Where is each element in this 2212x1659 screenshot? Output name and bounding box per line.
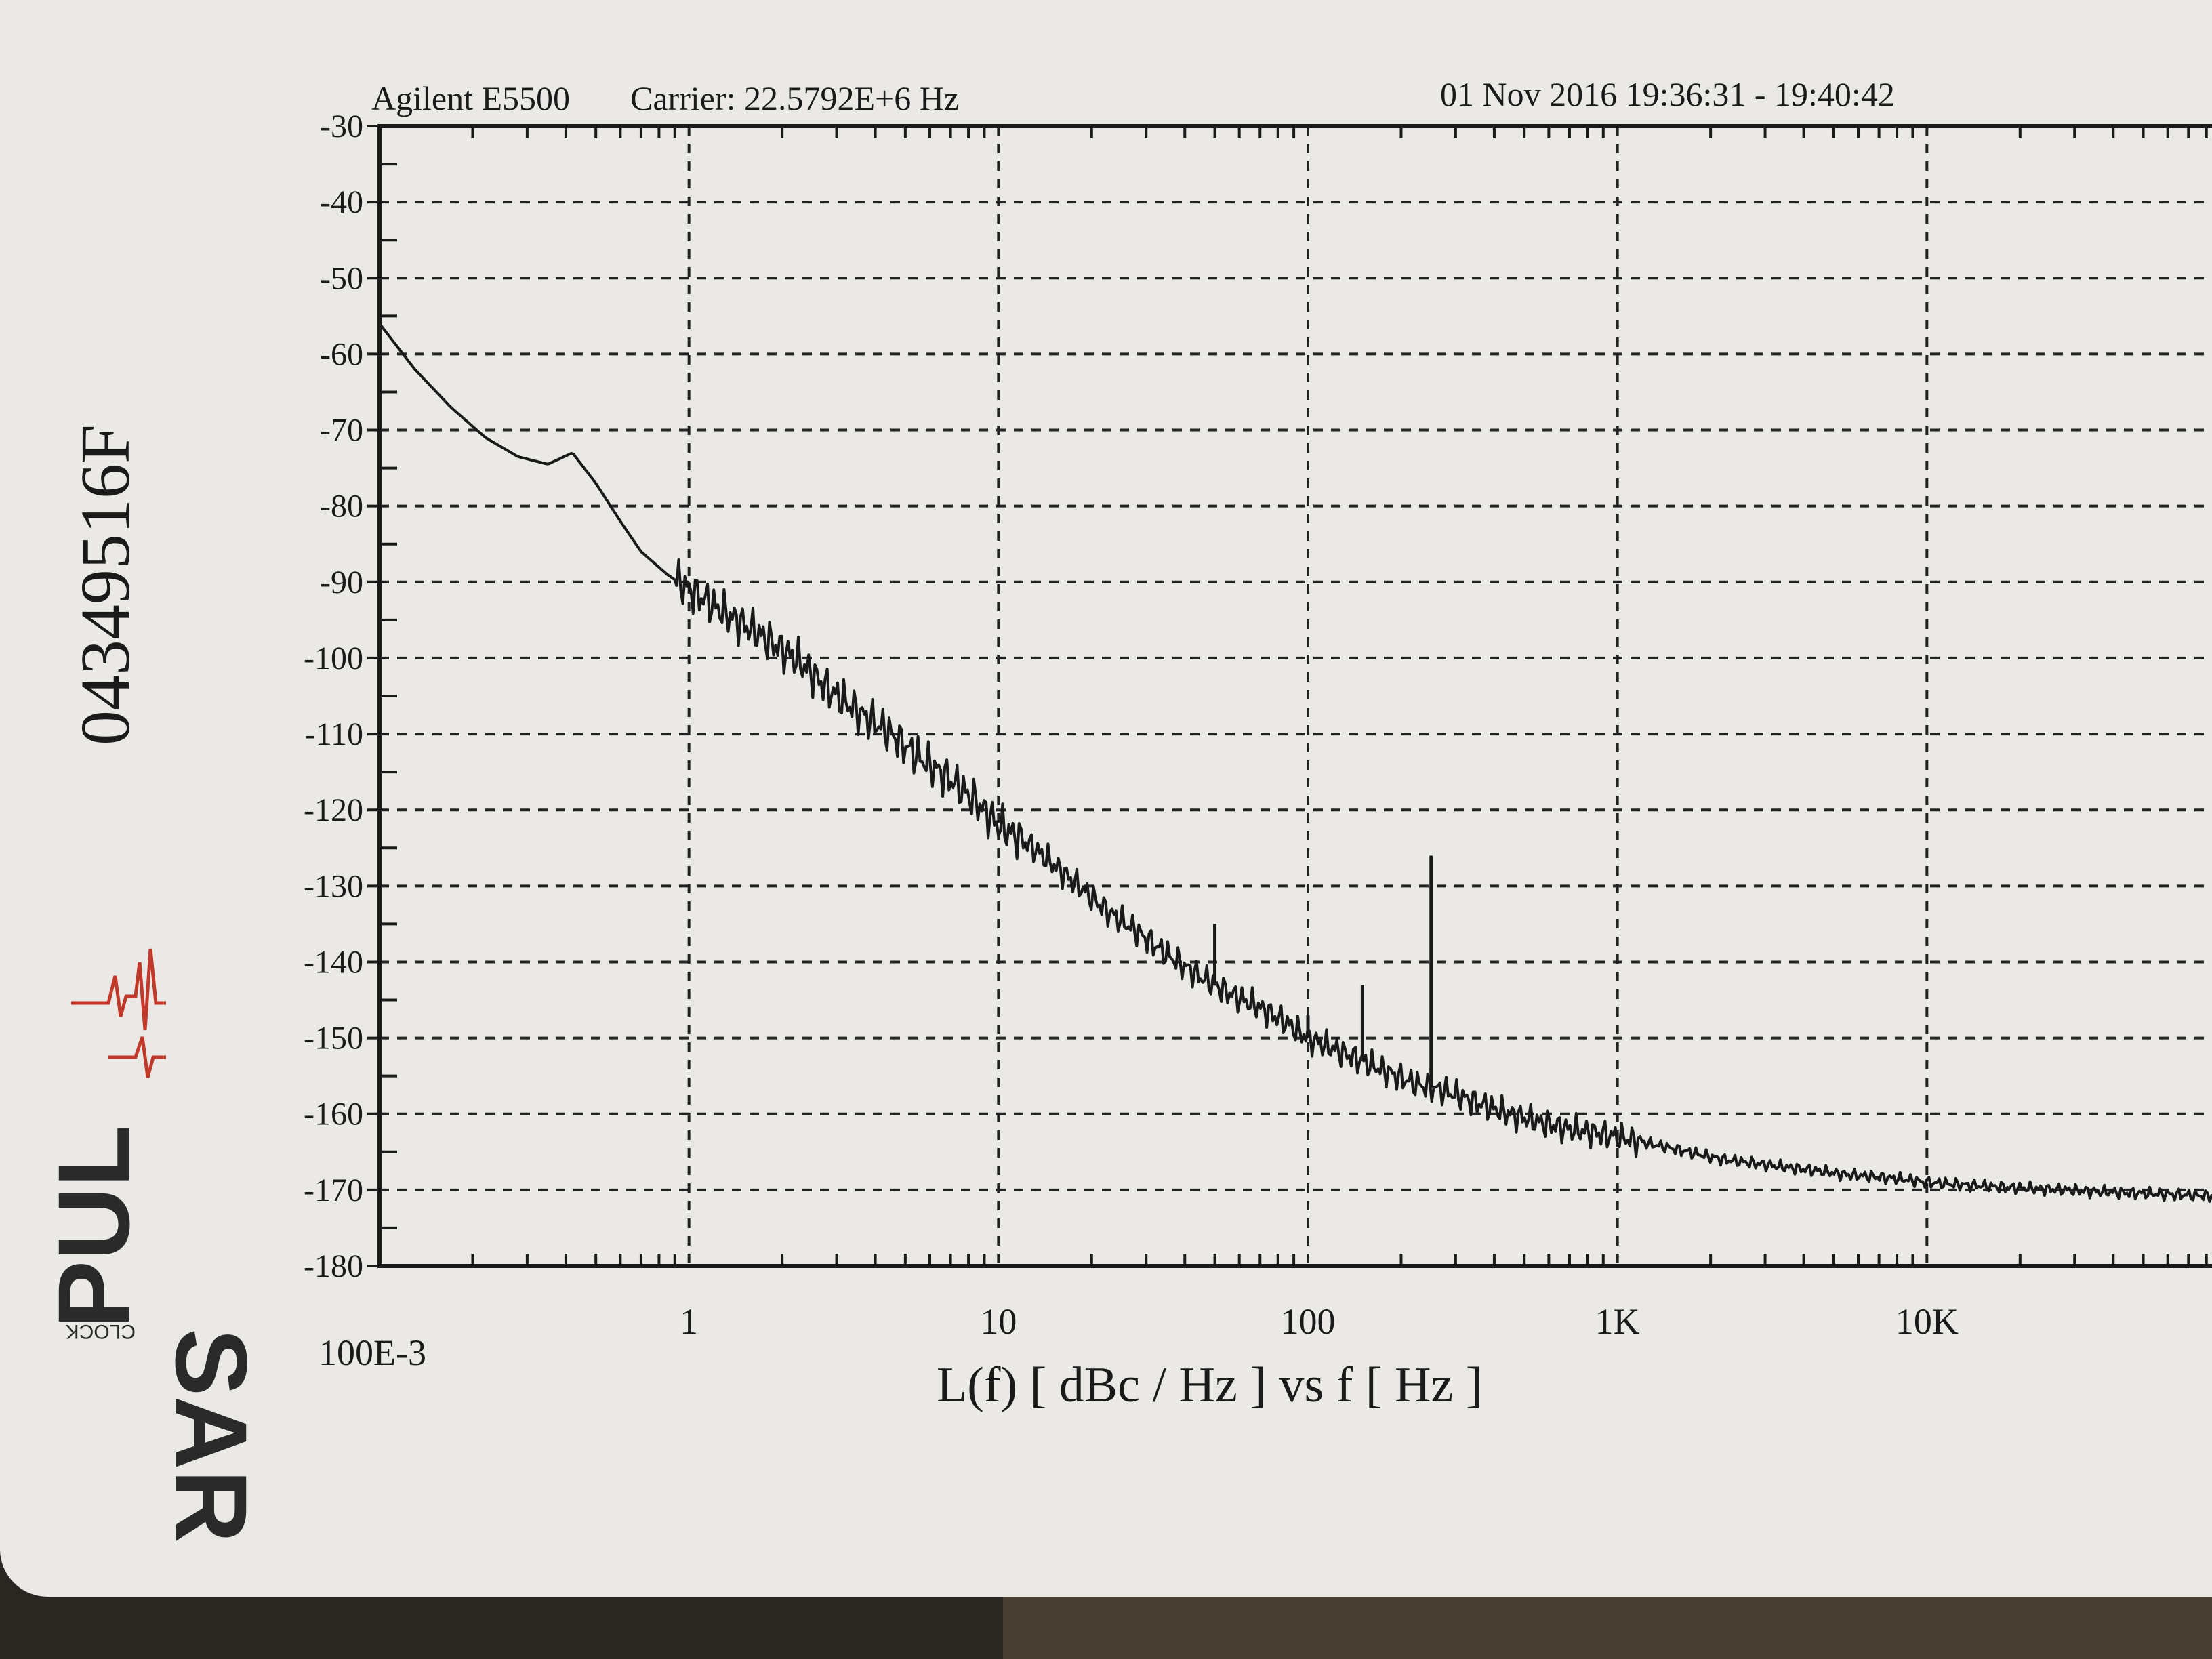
phase-noise-trace [378,323,2212,1204]
y-tick-label: -60 [320,336,363,372]
y-tick-label: -90 [320,565,363,600]
x-tick-label: 10 [980,1301,1017,1342]
logo-pulse-icon [71,948,166,1078]
serial-number: 04349516F [66,424,144,745]
y-tick-label: -140 [304,944,363,980]
y-tick-label: -50 [320,260,363,296]
y-tick-label: -100 [304,640,363,676]
x-axis-label: L(f) [ dBc / Hz ] vs f [ Hz ] [937,1357,1482,1413]
y-tick-label: -180 [304,1248,363,1284]
y-tick-label: -170 [304,1172,363,1208]
y-tick-label: -70 [320,413,363,449]
y-tick-label: -120 [304,792,363,828]
y-tick-label: -110 [305,716,363,752]
logo-text-top: PUL [37,1125,150,1328]
y-tick-label: -150 [304,1021,363,1057]
y-tick-label: -40 [320,184,363,220]
logo-text-bottom: SAR [155,1328,268,1543]
spurs [1213,855,1433,1088]
datetime-label: 01 Nov 2016 19:36:31 - 19:40:42 [1440,75,1895,113]
plot-frame [377,124,2212,1268]
x-tick-label: 100 [1281,1301,1336,1342]
instrument-label: Agilent E5500 [371,79,570,117]
x-tick-label: 1K [1595,1301,1640,1342]
x-tick-label: 100E-3 [319,1332,426,1373]
y-tick-label: -160 [304,1097,363,1132]
y-tick-label: -30 [320,108,363,144]
x-tick-label: 1 [680,1301,698,1342]
background-fabric [1003,1597,2212,1659]
logo-text-small: CLOCK [66,1320,136,1343]
grid [380,126,2212,1266]
pulsar-logo: PUL SAR CLOCK [37,948,268,1543]
y-tick-label: -130 [304,868,363,904]
x-tick-label: 10K [1896,1301,1959,1342]
printout-card [0,0,2212,1597]
carrier-label: Carrier: 22.5792E+6 Hz [630,79,959,117]
y-tick-label: -80 [320,489,363,525]
y-axis-ticks: -30 -40 -50 -60 -70 -80 -90 -100 -110 -120 -130 -14… [304,108,397,1284]
